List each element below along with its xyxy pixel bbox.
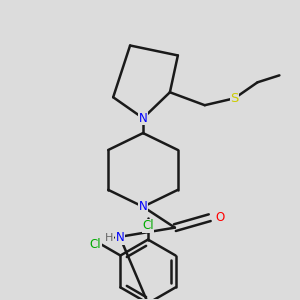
Text: N: N (116, 231, 124, 244)
Text: O: O (215, 211, 224, 224)
Text: Cl: Cl (142, 219, 154, 232)
Text: N: N (139, 200, 147, 213)
Text: S: S (230, 92, 239, 105)
Text: N: N (139, 112, 147, 124)
Text: Cl: Cl (90, 238, 101, 251)
Text: H: H (105, 232, 113, 243)
